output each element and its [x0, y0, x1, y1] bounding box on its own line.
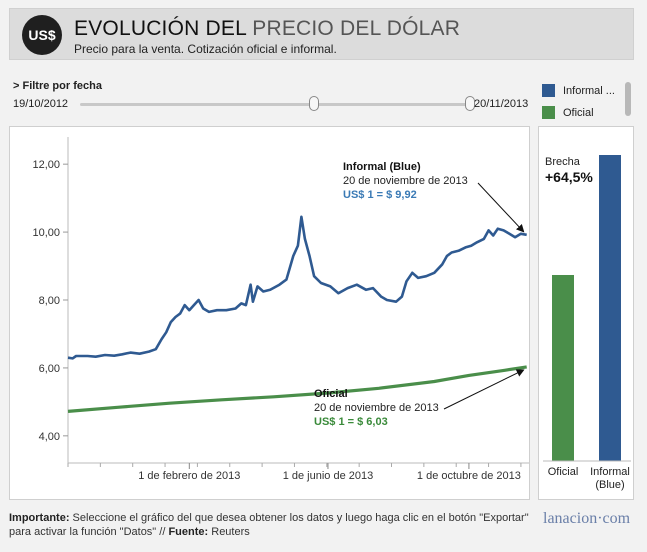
y-tick-label: 12,00 [32, 159, 60, 171]
series-line-oficial [67, 365, 527, 413]
y-tick-label: 8,00 [39, 295, 60, 307]
legend-item-oficial[interactable]: Oficial [542, 104, 622, 126]
x-tick-label: 1 de febrero de 2013 [138, 470, 240, 482]
legend: Informal ... Oficial [542, 82, 622, 126]
gap-label: Brecha [545, 156, 581, 168]
informal-annotation-date: 20 de noviembre de 2013 [343, 175, 468, 187]
date-filter-label: > Filtre por fecha [13, 80, 102, 92]
legend-item-informal[interactable]: Informal ... [542, 82, 622, 104]
slider-end-handle[interactable] [465, 96, 475, 111]
page-subtitle: Precio para la venta. Cotización oficial… [74, 42, 337, 56]
line-chart-panel[interactable]: 4,00 6,00 8,00 10,00 12,00 1 de febrero de 20… [9, 126, 530, 500]
brand-logo[interactable]: lanacion·com [543, 510, 631, 527]
y-tick-label: 4,00 [39, 431, 60, 443]
informal-annotation-arrow [477, 182, 525, 233]
bar-chart[interactable]: Oficial Informal(Blue) Brecha+64,5% [539, 127, 635, 501]
informal-annotation-value: US$ 1 = $ 9,92 [343, 189, 417, 201]
footer-source-label: Fuente: [168, 526, 209, 538]
oficial-annotation-date: 20 de noviembre de 2013 [314, 402, 439, 414]
footer-note: Importante: Seleccione el gráfico del qu… [9, 511, 529, 539]
legend-swatch-oficial [542, 106, 555, 119]
bar-category-label: Oficial [548, 466, 579, 478]
oficial-annotation-title: Oficial [314, 388, 348, 400]
x-tick-label: 1 de octubre de 2013 [417, 470, 521, 482]
title-bold: EVOLUCIÓN DEL [74, 17, 247, 40]
legend-label-oficial: Oficial [563, 107, 594, 119]
bar-informal [599, 155, 621, 461]
header-bar: US$ EVOLUCIÓN DEL PRECIO DEL DÓLAR Preci… [9, 8, 634, 60]
gap-value: +64,5% [545, 169, 593, 185]
informal-annotation-title: Informal (Blue) [343, 161, 421, 173]
line-chart[interactable]: 4,00 6,00 8,00 10,00 12,00 1 de febrero de 20… [10, 127, 531, 501]
x-tick-label: 1 de junio de 2013 [283, 470, 374, 482]
page-title: EVOLUCIÓN DEL PRECIO DEL DÓLAR [74, 17, 460, 41]
oficial-annotation-arrow [443, 369, 525, 410]
slider-start-handle[interactable] [309, 96, 319, 111]
footer-important-label: Importante: [9, 512, 70, 524]
bar-chart-panel[interactable]: Oficial Informal (Blue) Brecha +64,5% [538, 126, 634, 500]
oficial-annotation-value: US$ 1 = $ 6,03 [314, 416, 388, 428]
footer-source-text: Reuters [208, 526, 250, 538]
y-tick-label: 10,00 [32, 227, 60, 239]
legend-scrollbar[interactable] [625, 82, 631, 116]
filter-end-date: 20/11/2013 [474, 98, 529, 110]
footer-important-text: Seleccione el gráfico del que desea obte… [9, 512, 529, 538]
filter-start-date: 19/10/2012 [13, 98, 69, 110]
date-range-slider[interactable] [80, 103, 470, 106]
legend-label-informal: Informal ... [563, 85, 615, 97]
series-line-informal [67, 215, 527, 360]
legend-swatch-informal [542, 84, 555, 97]
title-light: PRECIO DEL DÓLAR [252, 17, 461, 40]
dollar-logo: US$ [22, 15, 62, 55]
y-tick-label: 6,00 [39, 363, 60, 375]
bar-oficial [552, 274, 574, 461]
bar-category-label: Informal [590, 466, 630, 478]
bar-category-label: (Blue) [595, 479, 624, 491]
